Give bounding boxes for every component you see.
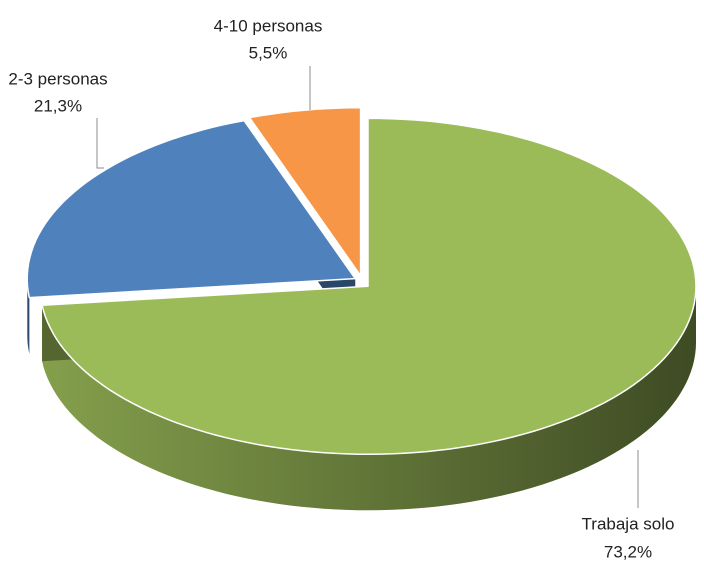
slice-value-label: 5,5% — [249, 43, 288, 62]
slice-side-shade — [42, 286, 697, 511]
pie-tops — [26, 106, 697, 456]
slice — [26, 119, 356, 299]
slice-label: 4-10 personas — [214, 16, 323, 35]
slice-label: 2-3 personas — [8, 69, 107, 88]
slice-value-label: 21,3% — [34, 96, 82, 115]
slice-label: Trabaja solo — [582, 514, 675, 533]
leader-line — [96, 118, 104, 169]
slice — [41, 117, 697, 456]
slice-value-label: 73,2% — [604, 542, 652, 561]
pie — [26, 106, 697, 511]
slice — [248, 106, 362, 277]
